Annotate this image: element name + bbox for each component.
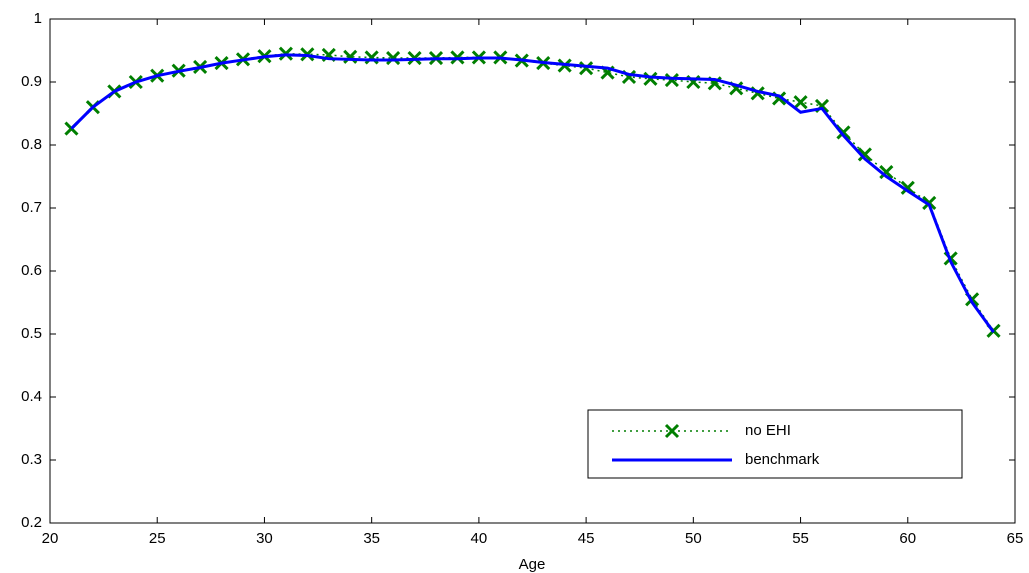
x-tick-label: 25 [149,530,166,547]
x-tick-label: 65 [1007,530,1024,547]
y-tick-label: 0.6 [21,262,42,279]
point-marker [643,71,658,86]
y-tick-label: 0.2 [21,514,42,531]
x-tick-label: 50 [685,530,702,547]
y-tick-label: 0.9 [21,73,42,90]
point-marker [386,50,401,66]
x-tick-label: 60 [899,530,916,547]
legend-label: benchmark [745,451,820,468]
point-marker [793,95,808,110]
y-tick-label: 0.4 [21,388,42,405]
point-marker [664,73,679,88]
point-marker [922,195,937,211]
x-axis-label: Age [519,556,546,573]
x-tick-label: 20 [42,530,59,547]
y-tick-label: 1 [34,10,42,27]
y-tick-label: 0.7 [21,199,42,216]
x-tick-label: 45 [578,530,595,547]
point-marker [857,147,872,162]
y-tick-label: 0.3 [21,451,42,468]
y-tick-label: 0.8 [21,136,42,153]
legend-label: no EHI [745,422,791,439]
series-line [70,53,995,333]
x-tick-label: 40 [471,530,488,547]
y-tick-label: 0.5 [21,325,42,342]
point-marker [879,165,894,180]
legend-marker [664,423,680,439]
x-tick-label: 55 [792,530,809,547]
x-tick-label: 30 [256,530,273,547]
legend-box [587,409,963,479]
x-tick-label: 35 [363,530,380,547]
point-marker [579,61,594,76]
